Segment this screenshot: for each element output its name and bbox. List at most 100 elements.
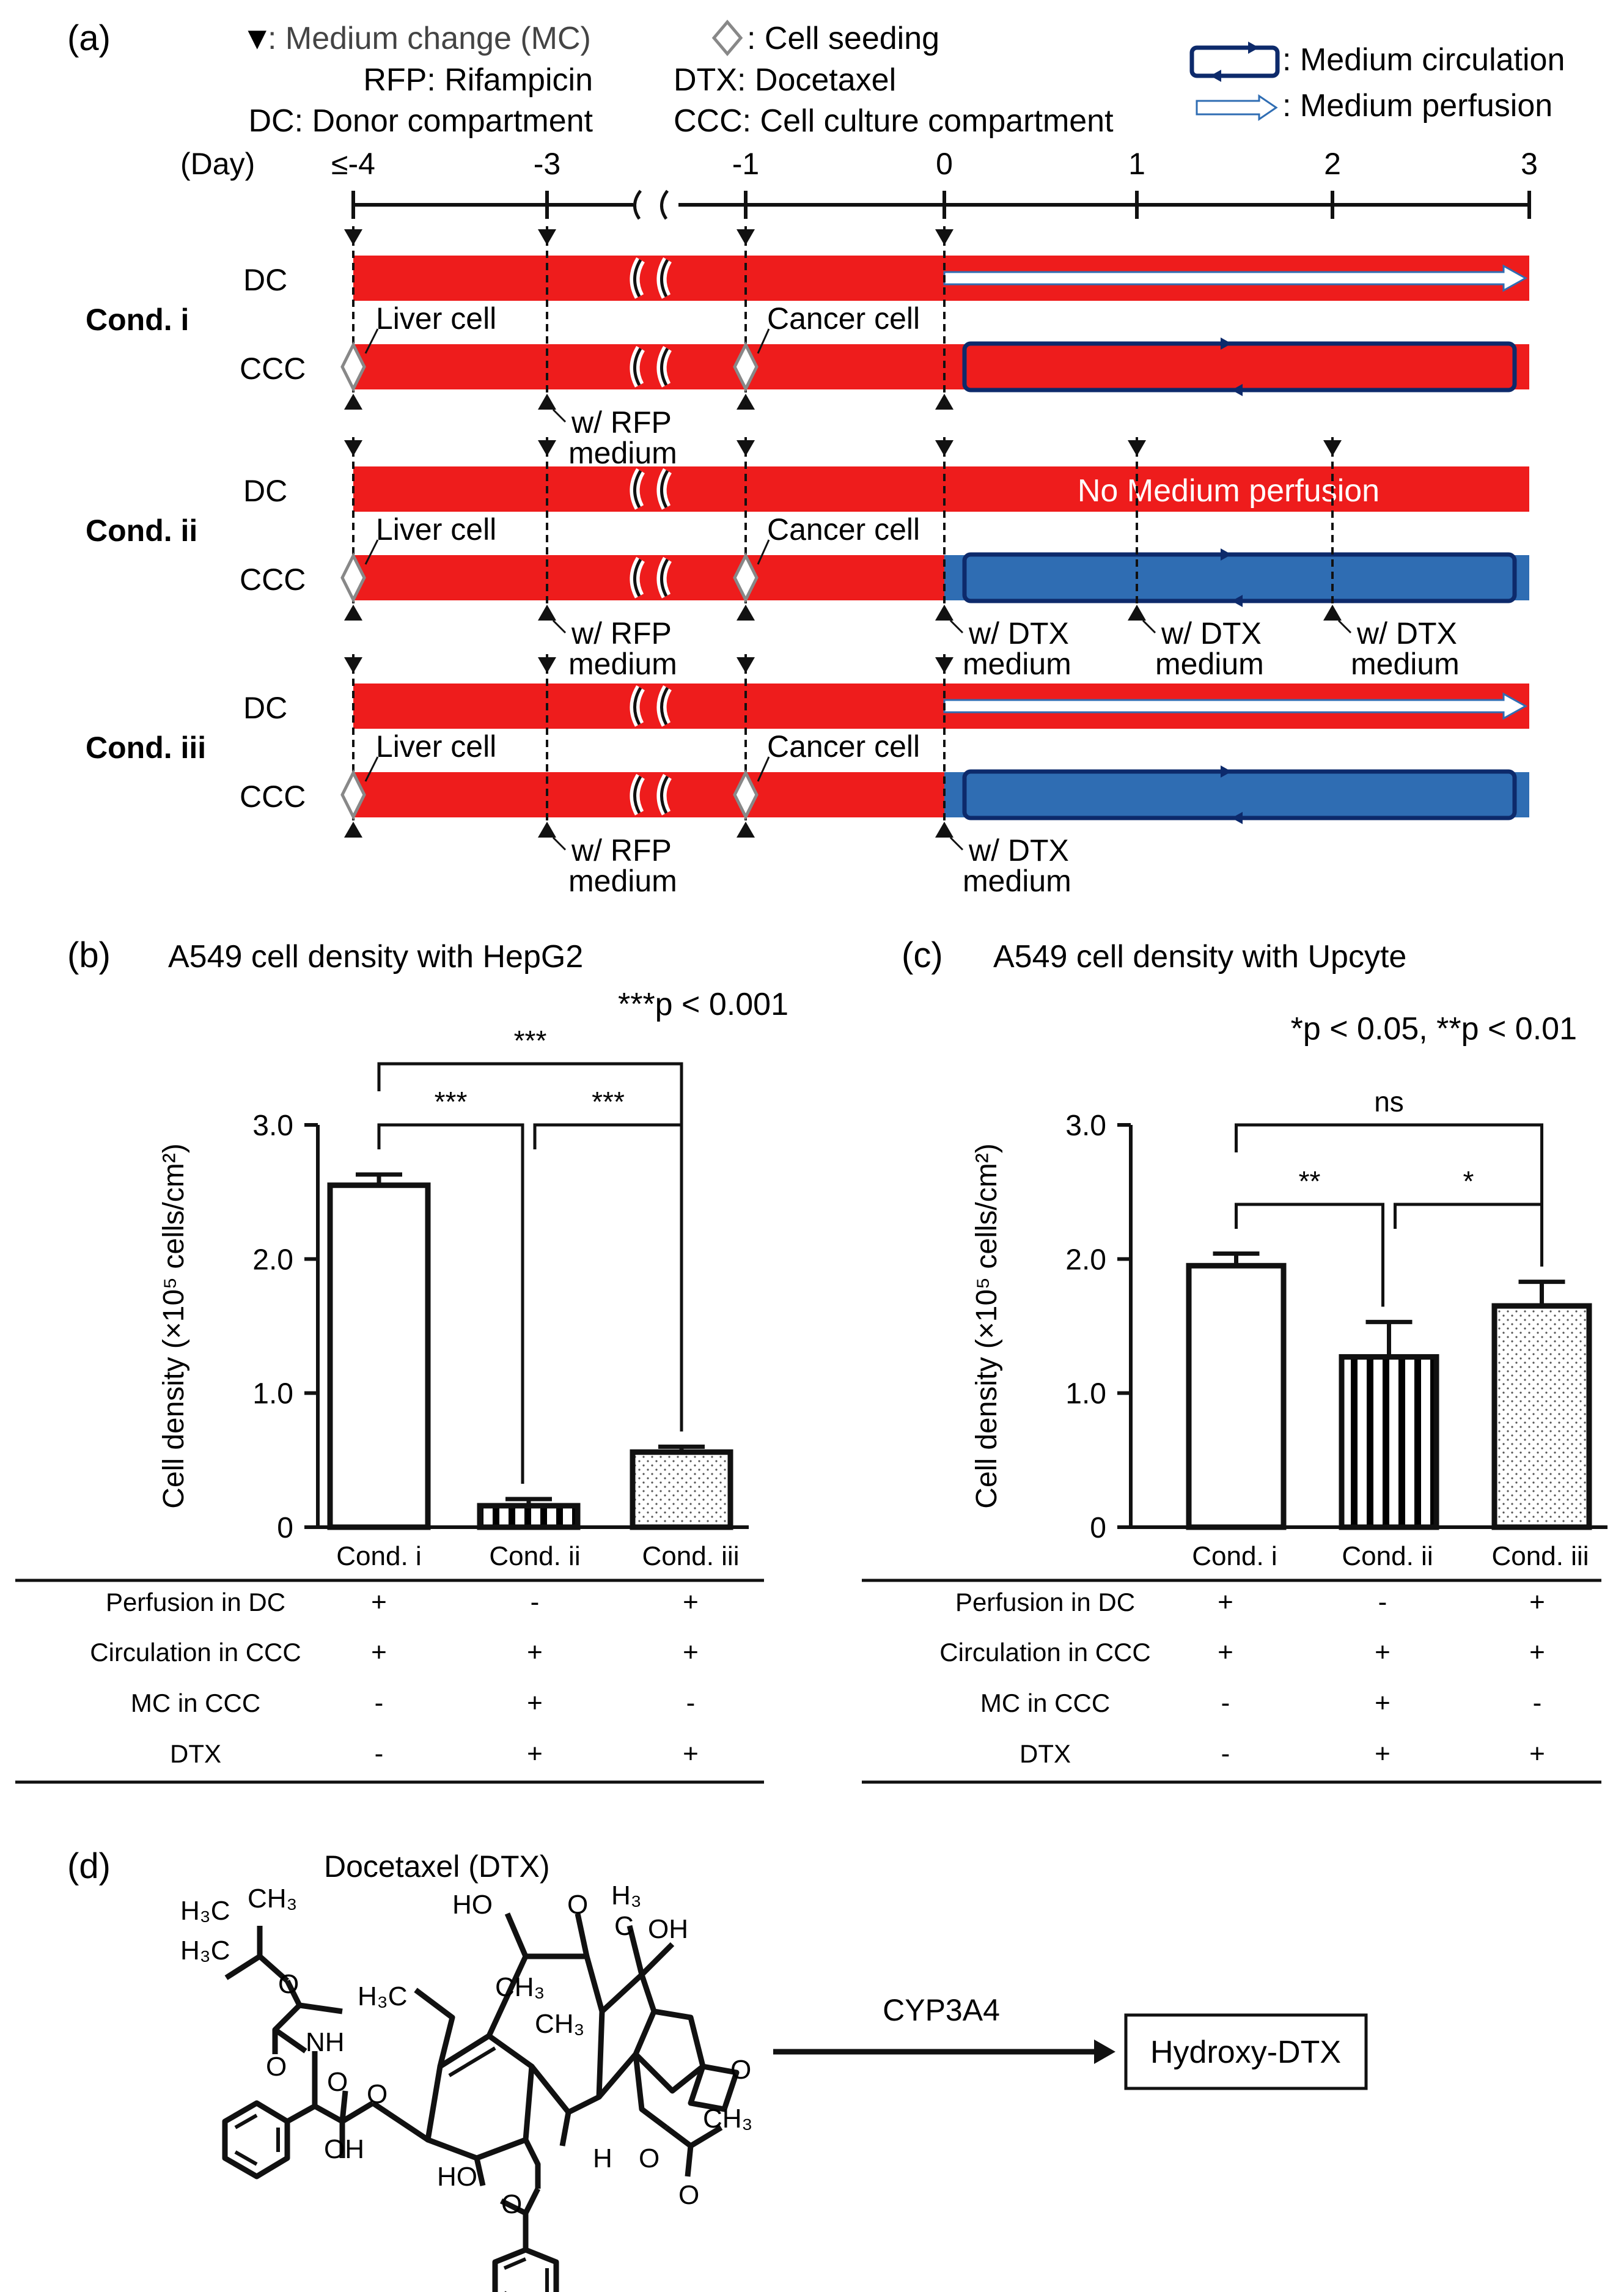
- bar: [1339, 1354, 1439, 1530]
- mc-legend-symbol: ▼: [241, 21, 273, 56]
- table-cell: +: [527, 1688, 543, 1718]
- y-tick-label: 3.0: [252, 1110, 293, 1142]
- table-cell: +: [1529, 1739, 1545, 1769]
- seeding-diamond-icon: [711, 20, 743, 56]
- medium-change-marker-icon: [1128, 440, 1146, 456]
- category-label: Cond. i: [1192, 1541, 1277, 1571]
- medium-change-marker-icon: [737, 657, 755, 673]
- p-value-note: *p < 0.05, **p < 0.01: [1291, 1011, 1577, 1047]
- panel-label: (b): [67, 935, 111, 975]
- significance-label: ns: [1374, 1086, 1404, 1118]
- seeding-legend: : Cell seeding: [747, 21, 939, 56]
- table-cell: +: [1529, 1637, 1545, 1667]
- significance-bracket: [533, 1123, 683, 1432]
- y-tick-label: 1.0: [252, 1378, 293, 1410]
- medium-change-marker-up-icon: [538, 605, 556, 621]
- svg-text:CH₃: CH₃: [703, 2104, 752, 2134]
- medium-change-marker-icon: [935, 440, 953, 456]
- y-tick-label: 2.0: [252, 1244, 293, 1276]
- svg-text:OH: OH: [648, 1914, 688, 1944]
- medium-change-marker-up-icon: [538, 822, 556, 838]
- ccc-medium-bar: [353, 555, 944, 600]
- timeline-tick-label: -3: [534, 147, 560, 181]
- table-cell: -: [1221, 1739, 1230, 1769]
- svg-text:CH₃: CH₃: [535, 2009, 584, 2039]
- table-row-label: MC in CCC: [980, 1689, 1110, 1717]
- molecule-name: Docetaxel (DTX): [324, 1849, 550, 1884]
- medium-change-marker-icon: [935, 229, 953, 245]
- chart-b: (b) A549 cell density with HepG2 ***p < 0.…: [15, 935, 788, 1784]
- timeline-tick-label: 2: [1324, 147, 1341, 181]
- table-row-label: Perfusion in DC: [955, 1588, 1135, 1616]
- cancer-cell-label: Cancer cell: [767, 512, 920, 547]
- ccc-medium-bar: [353, 344, 944, 389]
- panel-a-label: (a): [67, 18, 111, 58]
- medium-change-marker-up-icon: [935, 822, 953, 838]
- dtx-note-line2: medium: [1155, 647, 1264, 681]
- rfp-legend: RFP: Rifampicin: [363, 62, 593, 98]
- reaction-arrowhead-icon: [1094, 2040, 1115, 2064]
- circulation-legend: : Medium circulation: [1282, 42, 1565, 78]
- rfp-note-line1: w/ RFP: [571, 833, 672, 868]
- medium-change-marker-up-icon: [538, 394, 556, 410]
- dtx-note-line2: medium: [963, 647, 1071, 681]
- medium-change-marker-up-icon: [344, 605, 362, 621]
- svg-text:O: O: [567, 1890, 588, 1920]
- y-tick-label: 2.0: [1065, 1244, 1106, 1276]
- table-row-label: Circulation in CCC: [939, 1638, 1150, 1667]
- medium-change-marker-up-icon: [344, 394, 362, 410]
- timeline-tick-label: 3: [1521, 147, 1538, 181]
- table-row-label: DTX: [170, 1739, 221, 1768]
- table-cell: -: [1378, 1587, 1387, 1617]
- cancer-cell-label: Cancer cell: [767, 301, 920, 336]
- table-cell: -: [686, 1688, 696, 1718]
- ccc-dtx-medium-bar: [944, 772, 1529, 817]
- svg-text:H₃: H₃: [611, 1881, 642, 1911]
- svg-text:O: O: [278, 1969, 299, 1999]
- dtx-legend: DTX: Docetaxel: [674, 62, 896, 98]
- ccc-dtx-medium-bar: [944, 555, 1529, 600]
- svg-text:O: O: [501, 2189, 522, 2219]
- bar: [630, 1449, 733, 1530]
- chart-title: A549 cell density with HepG2: [168, 939, 583, 975]
- p-value-note: ***p < 0.001: [618, 987, 788, 1022]
- svg-text:NH: NH: [306, 2027, 345, 2057]
- svg-text:H₃C: H₃C: [358, 1981, 407, 2011]
- table-cell: +: [527, 1637, 543, 1667]
- medium-change-marker-up-icon: [1128, 605, 1146, 621]
- y-tick-label: 1.0: [1065, 1378, 1106, 1410]
- table-cell: +: [1218, 1637, 1233, 1667]
- table-cell: -: [1533, 1688, 1542, 1718]
- condition-3: Cond. iii DC CCC Liver cell Cancer cell w/ RF…: [86, 654, 1529, 898]
- table-cell: -: [1221, 1688, 1230, 1718]
- medium-change-marker-icon: [538, 440, 556, 456]
- cell-seeding-diamond-icon: [733, 552, 759, 603]
- timeline: (Day) ≤-4 -3 -1 0 1 2 3: [180, 147, 1538, 220]
- dtx-note-line1: w/ DTX: [968, 833, 1069, 868]
- significance-label: ***: [592, 1086, 625, 1118]
- dtx-note-line1: w/ DTX: [1356, 616, 1457, 650]
- cell-seeding-diamond-icon: [733, 769, 759, 820]
- medium-change-marker-icon: [737, 440, 755, 456]
- timeline-tick-label: 0: [936, 147, 953, 181]
- dc-label: DC: [243, 474, 287, 508]
- product-box: [1124, 2013, 1368, 2090]
- bar: [1491, 1303, 1592, 1530]
- product-label: Hydroxy-DTX: [1150, 2035, 1341, 2070]
- timeline-tick-label: 1: [1128, 147, 1145, 181]
- liver-cell-label: Liver cell: [376, 301, 496, 336]
- chart-title: A549 cell density with Upcyte: [993, 939, 1406, 975]
- table-cell: +: [371, 1587, 387, 1617]
- table-cell: -: [375, 1688, 384, 1718]
- svg-text:CH₃: CH₃: [248, 1884, 297, 1914]
- condition-2: Cond. ii DC CCC No Medium perfusion Liver ce…: [86, 437, 1529, 681]
- category-label: Cond. ii: [1342, 1541, 1433, 1571]
- condition-1: Cond. i DC CCC Liver cell Cancer cell w/ RFPm…: [86, 226, 1529, 470]
- table-cell: -: [375, 1739, 384, 1769]
- ccc-label: CCC: [240, 562, 306, 597]
- table-cell: +: [1529, 1587, 1545, 1617]
- enzyme-label: CYP3A4: [883, 1993, 1000, 2027]
- svg-text:H₃C: H₃C: [180, 1896, 230, 1926]
- category-label: Cond. i: [336, 1541, 421, 1571]
